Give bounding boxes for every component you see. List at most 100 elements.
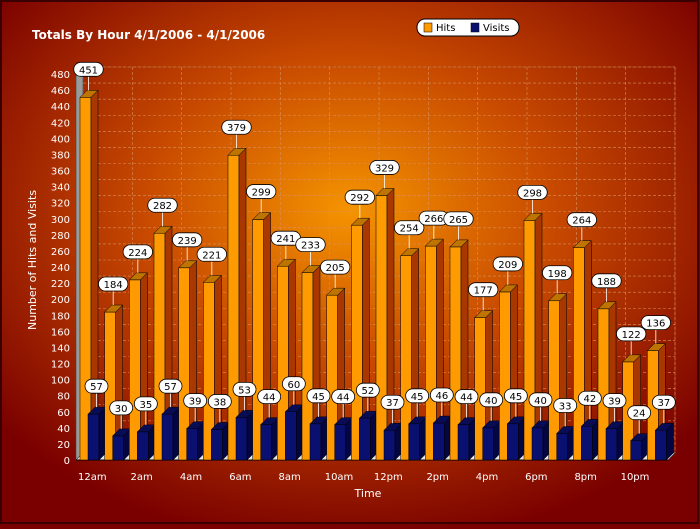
hits-bar-top [301, 265, 321, 273]
hits-data-label: 122 [622, 330, 641, 341]
visits-bar-front [87, 413, 100, 461]
visits-bar-front [186, 428, 198, 461]
visits-data-label: 42 [583, 394, 596, 405]
visits-data-label: 60 [287, 380, 300, 391]
visits-bar [284, 404, 304, 461]
hits-bar-top [104, 304, 124, 313]
hits-data-label: 241 [276, 234, 295, 245]
visits-data-label: 45 [411, 392, 424, 403]
hits-data-label-bubble [517, 184, 548, 200]
x-axis-label: Time [354, 487, 382, 500]
x-tick-label: 12am [78, 472, 107, 483]
visits-data-label: 37 [657, 398, 670, 409]
visits-data-label-bubble [479, 392, 504, 408]
visits-data-label-bubble [133, 396, 158, 412]
visits-data-label-bubble [84, 378, 109, 394]
hits-data-label-bubble [394, 220, 425, 236]
visits-bar [334, 417, 354, 461]
visits-bar [136, 424, 156, 461]
visits-bar [358, 410, 378, 461]
visits-bar [161, 406, 181, 461]
visits-data-label-bubble [207, 394, 232, 409]
x-tick-label: 6pm [525, 472, 547, 483]
visits-data-label-bubble [158, 378, 183, 394]
visits-bar-front [408, 423, 420, 461]
visits-data-label: 24 [633, 409, 646, 420]
visits-data-label: 40 [534, 396, 547, 407]
y-tick-label: 240 [51, 263, 70, 274]
hits-data-label-bubble [147, 197, 178, 213]
visits-data-label-bubble [232, 381, 257, 397]
y-tick-label: 80 [57, 392, 70, 403]
visits-data-label: 45 [509, 392, 522, 403]
visits-bar-front [235, 417, 248, 461]
visits-bar [605, 421, 625, 461]
hits-data-label-bubble [468, 282, 499, 298]
x-tick-label: 10pm [621, 472, 650, 483]
visits-data-label: 40 [485, 396, 498, 407]
visits-data-label-bubble [380, 394, 405, 410]
hits-data-label-bubble [196, 246, 227, 262]
visits-bar-front [161, 413, 174, 461]
visits-data-label-bubble [602, 393, 627, 409]
hits-data-label-bubble [492, 256, 523, 272]
visits-data-label: 57 [164, 382, 177, 393]
visits-bar [210, 421, 230, 461]
visits-bar-front [309, 423, 322, 461]
visits-bar-front [482, 427, 494, 461]
visits-data-label: 30 [115, 404, 128, 415]
hits-bar-top [375, 188, 395, 196]
x-tick-label: 2pm [426, 472, 448, 483]
hits-data-label: 136 [646, 319, 665, 330]
visits-bar-front [433, 422, 445, 461]
visits-data-label: 45 [312, 392, 325, 403]
hits-data-label: 209 [498, 260, 517, 271]
hits-data-label-bubble [616, 326, 647, 342]
visits-bar-front [359, 417, 371, 461]
hits-data-label: 184 [104, 280, 123, 291]
y-tick-label: 220 [51, 279, 70, 290]
legend-box [416, 18, 520, 37]
visits-bar [408, 416, 428, 461]
y-tick-label: 320 [51, 199, 70, 210]
chart-title: Totals By Hour 4/1/2006 - 4/1/2006 [32, 28, 265, 42]
hits-bar-top [400, 248, 420, 256]
visits-data-label-bubble [454, 389, 479, 405]
x-tick-label: 8pm [574, 472, 596, 483]
hits-bar-top [128, 272, 148, 281]
hits-data-label: 379 [227, 123, 246, 134]
y-tick-label: 300 [51, 215, 70, 226]
visits-data-label-bubble [355, 382, 380, 398]
x-tick-label: 6am [229, 472, 251, 483]
visits-data-label: 57 [90, 382, 103, 393]
hits-bar-top [449, 239, 469, 248]
legend-label-visits: Visits [483, 23, 510, 34]
visits-data-label: 46 [435, 391, 448, 402]
hits-data-label: 298 [523, 188, 542, 199]
hits-data-label: 329 [375, 163, 394, 174]
hits-data-label: 299 [252, 188, 271, 199]
x-tick-label: 10am [325, 472, 354, 483]
visits-data-label: 44 [460, 393, 473, 404]
hits-data-label: 198 [548, 269, 567, 280]
visits-bar-front [531, 427, 544, 461]
visits-bar [383, 422, 403, 461]
y-tick-label: 120 [51, 360, 70, 371]
visits-bar-front [630, 440, 642, 461]
hits-data-label: 205 [326, 263, 345, 274]
visits-data-label: 35 [139, 400, 152, 411]
visits-bar-front [556, 433, 568, 461]
visits-bar [87, 406, 107, 461]
visits-bar [482, 420, 502, 461]
visits-data-label-bubble [627, 405, 652, 421]
visits-bar [309, 416, 329, 461]
visits-bar-front [581, 425, 593, 461]
hits-bar-top [178, 260, 198, 269]
visits-bar-front [211, 429, 223, 461]
visits-bar-front [334, 424, 346, 461]
visits-bar [506, 416, 526, 461]
visits-data-label: 37 [386, 398, 399, 409]
visits-data-label: 33 [559, 401, 572, 412]
visits-data-label-bubble [109, 400, 134, 416]
